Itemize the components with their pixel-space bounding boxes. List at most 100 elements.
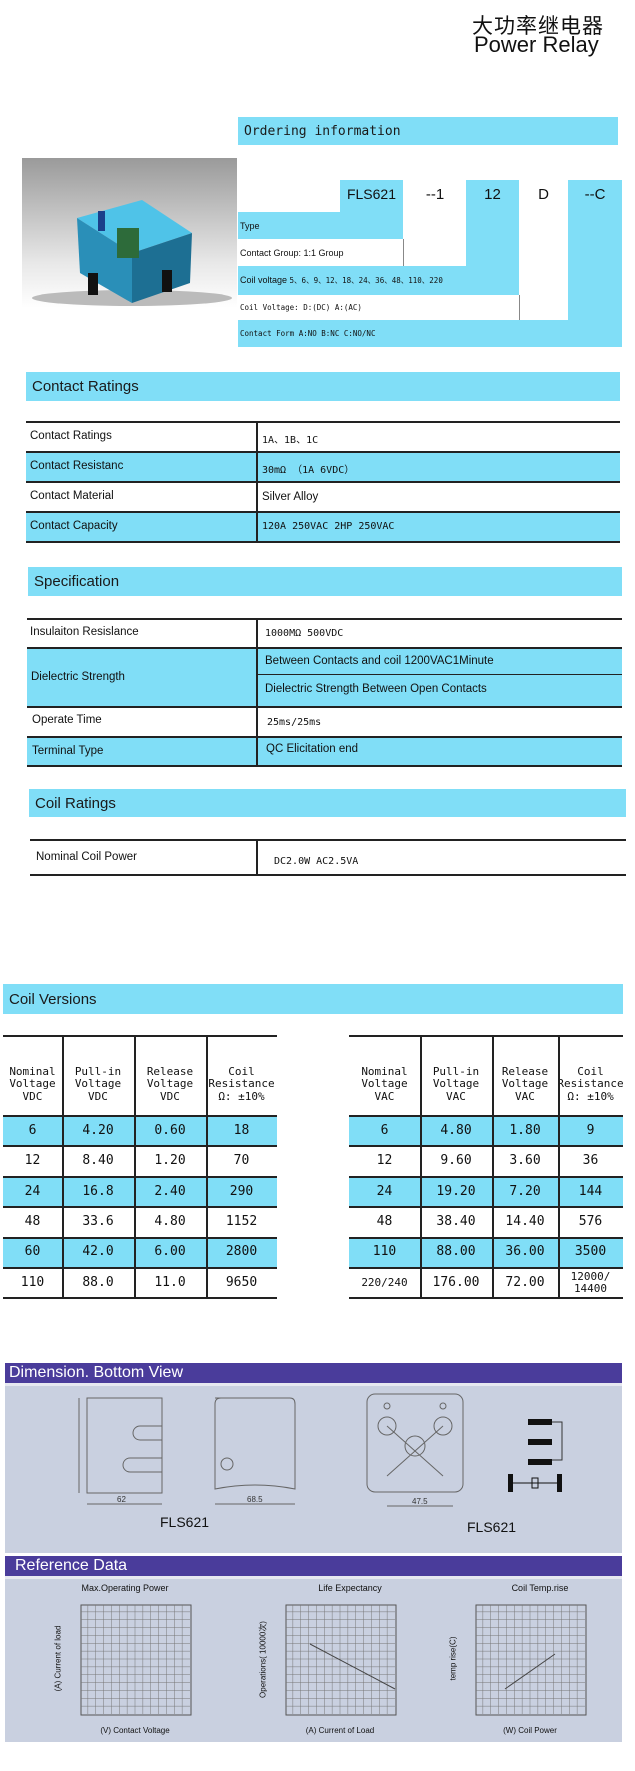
table-row-bg [349, 1237, 623, 1268]
side-view-drawing [78, 1397, 163, 1505]
title-chinese: 大功率继电器 [472, 15, 604, 38]
column-header: Release Voltage VAC [501, 1064, 549, 1103]
column-header: Release Voltage VDC [146, 1064, 194, 1103]
rule [26, 511, 620, 513]
model-label-right: FLS621 [467, 1519, 517, 1535]
chart-grid [475, 1604, 587, 1716]
ordering-header: Ordering information [238, 117, 618, 145]
dim-depth-label: 68.5 [247, 1495, 263, 1504]
rule [3, 1236, 277, 1239]
table-cell: 42.0 [82, 1244, 114, 1260]
table-cell: 48 [24, 1213, 41, 1229]
rule [256, 674, 622, 675]
chart-xlabel: (A) Current of Load [305, 1726, 375, 1735]
rule [27, 706, 622, 708]
table-cell: 36 [582, 1153, 599, 1169]
rule [30, 874, 626, 876]
coil-voltage-title: Coil voltage [240, 275, 288, 285]
table-cell: 19.20 [436, 1183, 476, 1199]
contact-form-row [238, 320, 622, 347]
operate-time-label: Operate Time [32, 714, 102, 726]
dielectric-value-2: Dielectric Strength Between Open Contact… [265, 683, 487, 695]
table-cell: 176.00 [432, 1274, 480, 1290]
column-header: Nominal Voltage VDC [9, 1064, 56, 1103]
insulation-label: Insulaiton Resislance [30, 626, 139, 638]
reference-header: Reference Data [5, 1556, 622, 1579]
table-cell: 48 [376, 1213, 393, 1229]
top-view-drawing [214, 1397, 296, 1505]
rule [3, 1297, 277, 1300]
wiring-schematic-icon [508, 1419, 563, 1492]
rule [3, 1267, 277, 1269]
coil-voltage-row [238, 266, 519, 295]
coil-voltage-values: 5、6、9、12、18、24、36、48、110、220 [289, 276, 443, 285]
column-divider [134, 1035, 136, 1299]
type-row [238, 212, 403, 239]
insulation-value: 1000MΩ 500VDC [265, 628, 344, 639]
table-row-bg [3, 1237, 277, 1268]
table-cell: 88.0 [82, 1274, 114, 1290]
chart-title: Max.Operating Power [81, 1583, 169, 1593]
column-divider [256, 422, 258, 542]
table-cell: 4.80 [440, 1122, 472, 1138]
table-cell: 72.00 [505, 1274, 545, 1290]
column-divider [256, 618, 258, 767]
rule [27, 647, 622, 649]
column-header: Coil Resistance Ω: ±10% [208, 1064, 275, 1103]
column-divider [206, 1035, 208, 1299]
model-label-left: FLS621 [160, 1514, 210, 1530]
code-form: --C [584, 186, 606, 203]
divider [519, 295, 520, 320]
rule [30, 839, 626, 841]
dim-pitch-label: 47.5 [412, 1497, 428, 1506]
rule [27, 765, 622, 767]
table-row-bg [26, 512, 620, 542]
coil-kind-label: Coil Voltage: D:(DC) A:(AC) [240, 303, 362, 312]
product-photo [22, 158, 237, 308]
reference-panel: Max.Operating Power (V) Contact Voltage (A… [5, 1579, 622, 1742]
chart-title: Life Expectancy [318, 1583, 382, 1593]
divider [403, 239, 404, 266]
bottom-view-drawing [366, 1393, 464, 1507]
column-header: Coil Resistance Ω: ±10% [557, 1064, 624, 1103]
column-header: Pull-in Voltage VAC [432, 1064, 480, 1103]
table-cell: 1.20 [154, 1153, 186, 1169]
contact-ratings-header: Contact Ratings [26, 372, 620, 401]
table-cell: 9 [586, 1122, 595, 1138]
column-divider [420, 1035, 422, 1299]
terminal-type-label: Terminal Type [32, 745, 104, 757]
chart-grid [285, 1604, 397, 1716]
nominal-coil-power-label: Nominal Coil Power [36, 851, 137, 863]
table-row-bg [26, 452, 620, 482]
table-cell: 1152 [225, 1213, 258, 1229]
table-row-bg [349, 1116, 623, 1147]
rule [3, 1035, 277, 1037]
rule [26, 421, 620, 423]
table-cell: 38.40 [436, 1213, 476, 1229]
table-cell: 576 [578, 1213, 603, 1229]
dim-width-label: 62 [117, 1495, 126, 1504]
column-divider [256, 840, 258, 874]
rating-value: Silver Alloy [262, 491, 319, 503]
relay-image [32, 200, 232, 306]
chart-grid [80, 1604, 192, 1716]
rule [349, 1236, 623, 1239]
code-group: --1 [425, 186, 445, 203]
chart-xlabel: (W) Coil Power [503, 1726, 557, 1735]
table-cell: 6 [380, 1122, 389, 1138]
table-cell: 0.60 [154, 1122, 186, 1138]
table-cell: 70 [233, 1153, 250, 1169]
table-row-bg [3, 1176, 277, 1208]
rule [26, 541, 620, 543]
table-cell: 110 [20, 1274, 45, 1290]
chart-ylabel: (A) Current of load [53, 1625, 63, 1692]
table-cell: 7.20 [509, 1183, 541, 1199]
table-cell: 11.0 [154, 1274, 186, 1290]
rule [349, 1267, 623, 1269]
table-row-bg [3, 1116, 277, 1147]
table-cell: 33.6 [82, 1213, 114, 1229]
specification-header: Specification [28, 567, 622, 596]
code-voltage: 12 [484, 186, 501, 203]
table-cell: 4.80 [154, 1213, 186, 1229]
table-cell: 60 [24, 1244, 41, 1260]
